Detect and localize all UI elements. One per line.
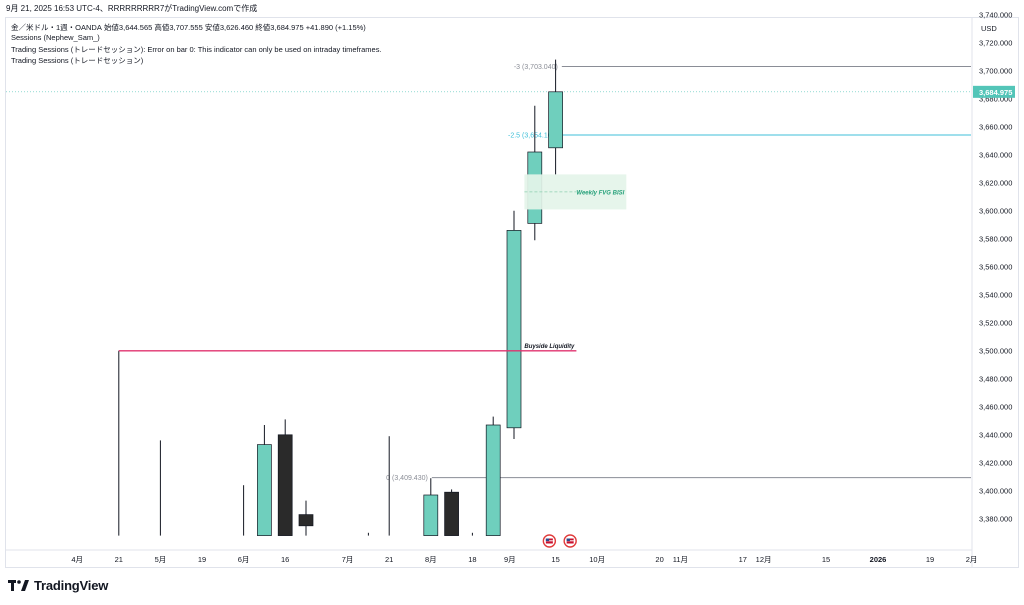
y-tick-label: 3,460.000 (979, 402, 1012, 411)
y-tick-label: 3,380.000 (979, 514, 1012, 523)
x-tick-label: 20 (655, 555, 663, 564)
y-tick-label: 3,640.000 (979, 150, 1012, 159)
x-tick-label: 19 (926, 555, 934, 564)
us-flag-icon[interactable] (563, 534, 577, 548)
y-tick-label: 3,560.000 (979, 262, 1012, 271)
fvg-label: Weekly FVG BISI (576, 190, 624, 196)
tradingview-logo-icon (8, 579, 29, 591)
y-tick-label: 3,700.000 (979, 66, 1012, 75)
candle-body[interactable] (485, 424, 501, 536)
x-tick-label: 15 (551, 555, 559, 564)
candle-body[interactable] (548, 91, 563, 149)
tradingview-logo-text: TradingView (34, 578, 109, 593)
y-tick-label: 3,680.000 (979, 94, 1012, 103)
ohlc-values: 始値3,644.565 高値3,707.555 安値3,626.460 終値3,… (103, 23, 366, 32)
fib-minus-2-5-label: -2.5 (3,654.105) (508, 133, 558, 140)
last-price-tag-bg (973, 85, 1015, 98)
us-flag-icon[interactable] (542, 534, 557, 548)
y-tick-label: 3,540.000 (979, 290, 1012, 299)
x-tick-label: 7月 (342, 555, 354, 564)
indicator-sessions[interactable]: Sessions (Nephew_Sam_) (11, 33, 100, 42)
buyside-liquidity-label: Buyside Liquidity (524, 344, 575, 350)
x-tick-label: 21 (115, 555, 123, 564)
candle-body[interactable] (277, 434, 293, 536)
y-tick-label: 3,600.000 (979, 206, 1012, 215)
indicator-trading-sessions[interactable]: Trading Sessions (トレードセッション) (11, 56, 144, 65)
x-tick-label: 18 (468, 555, 476, 564)
x-tick-label: 15 (822, 555, 830, 564)
us-flag-stripe-white (566, 540, 574, 542)
x-tick-label: 12月 (756, 555, 772, 564)
symbol-legend[interactable]: 金／米ドル・1週・OANDA 始値3,644.565 高値3,707.555 安… (11, 22, 366, 33)
fib-minus-3-label: -3 (3,703.040) (514, 64, 558, 71)
y-tick-label: 3,420.000 (979, 458, 1012, 467)
y-tick-label: 3,720.000 (979, 38, 1012, 47)
x-tick-label: 5月 (155, 555, 167, 564)
us-flag-canton (566, 538, 570, 542)
chart-caption: 9月 21, 2025 16:53 UTC-4、RRRRRRRRR7がTradi… (6, 4, 258, 13)
chart-frame[interactable] (5, 17, 1019, 568)
us-flag-canton (545, 538, 550, 542)
y-tick-label: 3,400.000 (979, 486, 1012, 495)
last-price-tag[interactable]: 3,684.975 (973, 85, 1015, 98)
candle-body[interactable] (257, 444, 272, 536)
last-price-tag-label: 3,684.975 (979, 88, 1012, 97)
y-tick-label: 3,520.000 (979, 318, 1012, 327)
x-tick-label: 9月 (504, 555, 516, 564)
y-tick-label: 3,620.000 (979, 178, 1012, 187)
y-tick-label: 3,580.000 (979, 234, 1012, 243)
candle-body[interactable] (444, 491, 459, 536)
y-tick-label: 3,740.000 (979, 10, 1012, 19)
x-tick-label: 19 (198, 555, 206, 564)
x-tick-label: 10月 (589, 555, 605, 564)
x-tick-label: 8月 (425, 555, 437, 564)
x-tick-label: 21 (385, 555, 393, 564)
x-tick-label: 2026 (870, 555, 887, 564)
y-tick-label: 3,500.000 (979, 346, 1012, 355)
x-tick-label: 11月 (673, 555, 688, 564)
candle-body[interactable] (506, 230, 522, 429)
tradingview-logo[interactable]: TradingView (8, 578, 108, 593)
candle-body[interactable] (298, 514, 314, 527)
symbol-name: 金／米ドル・1週・OANDA (11, 23, 102, 32)
y-tick-label: 3,440.000 (979, 430, 1012, 439)
y-tick-label: 3,660.000 (979, 122, 1012, 131)
indicator-trading-sessions-error[interactable]: Trading Sessions (トレードセッション): Error on b… (11, 45, 382, 54)
candle-body[interactable] (423, 494, 439, 536)
currency-label[interactable]: USD (981, 24, 997, 33)
fib-0-label: 0 (3,409.430) (386, 475, 428, 482)
x-tick-label: 17 (739, 555, 747, 564)
x-tick-label: 4月 (71, 555, 83, 564)
x-tick-label: 16 (281, 555, 289, 564)
us-flag-stripe-white (545, 540, 553, 542)
y-tick-label: 3,480.000 (979, 374, 1012, 383)
x-tick-label: 2月 (966, 555, 978, 564)
x-tick-label: 6月 (238, 555, 250, 564)
